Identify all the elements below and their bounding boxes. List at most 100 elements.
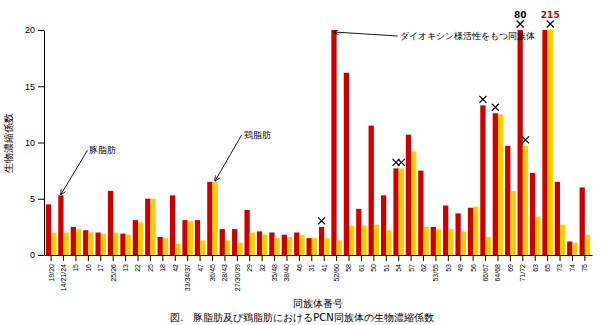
x-tick-label: 74 — [569, 264, 576, 272]
x-tick-label: 47 — [197, 264, 204, 272]
bar — [282, 235, 287, 255]
x-tick-mark — [560, 255, 561, 261]
x-tick-label: 58 — [345, 264, 352, 272]
x-tick-label: 49 — [457, 264, 464, 272]
bar — [393, 168, 398, 255]
bar — [220, 229, 225, 255]
annotation-text: 豚脂肪 — [89, 145, 116, 155]
x-tick-label: 46 — [296, 264, 303, 272]
bar — [88, 233, 93, 256]
x-tick: 61 — [358, 255, 365, 272]
x-tick-mark — [299, 255, 300, 261]
bar — [406, 135, 411, 255]
x-tick-mark — [510, 255, 511, 261]
x-tick: 18 — [159, 255, 166, 272]
x-tick: 65 — [544, 255, 551, 272]
x-tick-label: 38/40 — [283, 264, 290, 282]
bar — [498, 114, 503, 255]
caption: 図. 豚脂肪及び鶏脂肪におけるPCN同族体の生物濃縮係数 — [170, 312, 434, 323]
x-tick: 75 — [581, 255, 588, 272]
bar — [486, 237, 491, 255]
x-tick-label: 35/48 — [271, 264, 278, 282]
bar — [170, 195, 175, 255]
bar — [473, 207, 478, 255]
y-tick-label: 15 — [25, 82, 35, 92]
x-tick: 31 — [308, 255, 315, 272]
x-tick: 73 — [556, 255, 563, 272]
x-tick-label: 63 — [532, 264, 539, 272]
bar — [344, 73, 349, 255]
x-tick-label: 14/21/24 — [60, 264, 67, 291]
bar — [257, 231, 262, 255]
x-tick-label: 25 — [147, 264, 154, 272]
x-tick-label: 65 — [544, 264, 551, 272]
bar — [560, 225, 565, 255]
bar — [585, 235, 590, 255]
bar — [319, 227, 324, 255]
x-tick: 49 — [457, 255, 464, 272]
x-tick-mark — [572, 255, 573, 261]
y-tick-mark — [38, 255, 44, 256]
bar — [244, 210, 249, 255]
y-tick: 20 — [25, 25, 44, 35]
bar — [299, 235, 304, 255]
star-marker — [398, 159, 405, 166]
x-tick: 15 — [72, 255, 79, 272]
bar — [436, 229, 441, 255]
x-tick: 38/40 — [283, 255, 290, 282]
stars — [318, 20, 554, 224]
x-tick-mark — [485, 255, 486, 261]
bar — [356, 209, 361, 255]
x-tick-label: 64/68 — [494, 264, 501, 282]
bar — [287, 237, 292, 255]
x-tick-label: 31 — [308, 264, 315, 272]
star-marker — [479, 96, 486, 103]
bar — [101, 234, 106, 255]
x-tick-mark — [423, 255, 424, 261]
x-tick: 50 — [370, 255, 377, 272]
x-tick: 28/43 — [221, 255, 228, 282]
x-tick: 51 — [383, 255, 390, 272]
x-tick-label: 17 — [97, 264, 104, 272]
bars — [46, 30, 590, 255]
x-tick-mark — [187, 255, 188, 261]
x-tick-mark — [435, 255, 436, 261]
x-tick: 69 — [507, 255, 514, 272]
x-tick: 64/68 — [494, 255, 501, 282]
y-tick: 5 — [30, 194, 44, 204]
bar — [468, 208, 473, 255]
bar — [424, 227, 429, 255]
x-tick-mark — [212, 255, 213, 261]
bar — [324, 238, 329, 255]
bar — [381, 195, 386, 255]
bar — [580, 188, 585, 256]
y-axis-line — [44, 31, 45, 256]
x-tick-mark — [162, 255, 163, 261]
y-axis: 05101520 — [25, 25, 45, 260]
x-tick-label: 16 — [85, 264, 92, 272]
bar — [212, 182, 217, 255]
x-tick-mark — [460, 255, 461, 261]
bar — [108, 191, 113, 255]
bar — [418, 171, 423, 255]
annotation-text: ダイオキシン様活性をもつ同族体 — [400, 31, 535, 41]
x-tick-label: 54 — [395, 264, 402, 272]
y-tick-mark — [38, 143, 44, 144]
x-tick: 19/20 — [48, 255, 55, 282]
bar — [386, 230, 391, 255]
x-tick-label: 73 — [556, 264, 563, 272]
x-tick: 53/55 — [432, 255, 439, 282]
y-tick-mark — [38, 86, 44, 87]
x-tick-label: 69 — [507, 264, 514, 272]
x-tick-mark — [473, 255, 474, 261]
x-tick-label: 57 — [408, 264, 415, 272]
x-tick-mark — [88, 255, 89, 261]
x-tick-label: 62 — [420, 264, 427, 272]
x-tick-mark — [373, 255, 374, 261]
bar — [269, 233, 274, 256]
x-tick-label: 29 — [246, 264, 253, 272]
y-tick-label: 10 — [25, 138, 35, 148]
star-marker — [522, 136, 529, 143]
bar — [175, 244, 180, 255]
bar — [150, 199, 155, 255]
